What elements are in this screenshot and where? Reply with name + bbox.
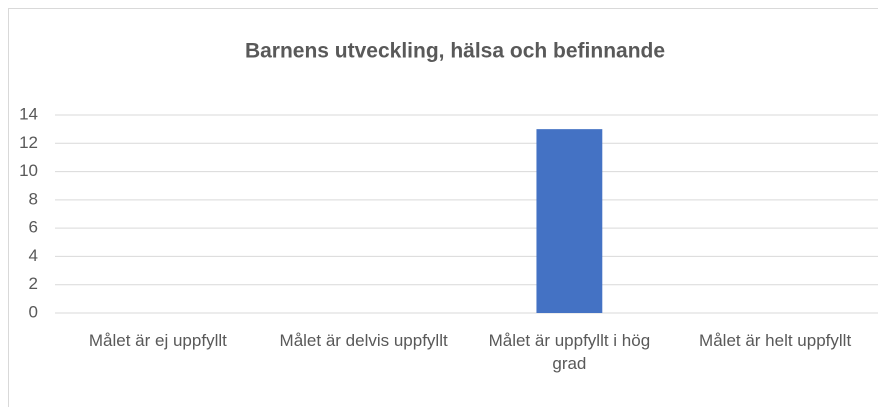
chart-frame — [8, 8, 878, 407]
y-tick-label: 14 — [19, 104, 38, 123]
y-tick-label: 6 — [29, 218, 38, 237]
y-tick-label: 2 — [29, 274, 38, 293]
y-tick-label: 12 — [19, 133, 38, 152]
y-tick-label: 0 — [29, 302, 38, 321]
y-tick-label: 8 — [29, 189, 38, 208]
y-tick-label: 4 — [29, 246, 38, 265]
bar — [536, 129, 603, 313]
x-tick-label: Målet är ej uppfyllt — [88, 331, 227, 350]
chart-title: Barnens utveckling, hälsa och befinnande — [245, 40, 665, 63]
x-tick-label: Målet är uppfyllt i hög grad — [488, 331, 651, 373]
x-tick-label: Målet är delvis uppfyllt — [279, 331, 448, 350]
y-tick-label: 10 — [19, 161, 38, 180]
x-tick-label: Målet är helt uppfyllt — [699, 331, 852, 350]
